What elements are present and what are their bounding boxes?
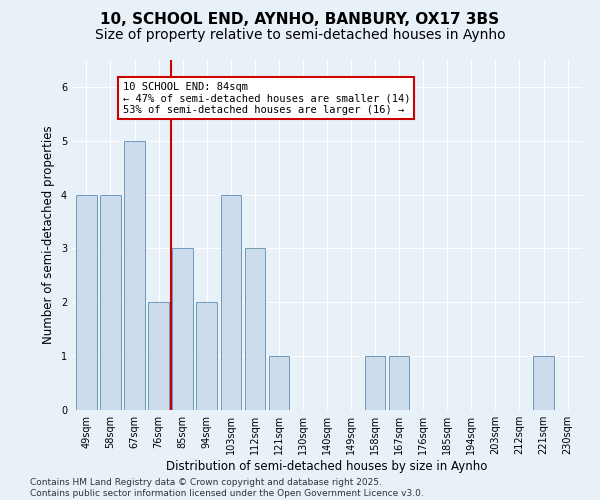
Bar [221, 194, 241, 410]
Bar [245, 248, 265, 410]
Text: Size of property relative to semi-detached houses in Aynho: Size of property relative to semi-detach… [95, 28, 505, 42]
Text: Contains HM Land Registry data © Crown copyright and database right 2025.
Contai: Contains HM Land Registry data © Crown c… [30, 478, 424, 498]
Bar [100, 194, 121, 410]
Bar [389, 356, 409, 410]
Text: 10 SCHOOL END: 84sqm
← 47% of semi-detached houses are smaller (14)
53% of semi-: 10 SCHOOL END: 84sqm ← 47% of semi-detac… [122, 82, 410, 114]
Bar [124, 141, 145, 410]
Bar [533, 356, 554, 410]
Bar [172, 248, 193, 410]
Bar [196, 302, 217, 410]
Bar [148, 302, 169, 410]
Bar [269, 356, 289, 410]
Y-axis label: Number of semi-detached properties: Number of semi-detached properties [43, 126, 55, 344]
Text: 10, SCHOOL END, AYNHO, BANBURY, OX17 3BS: 10, SCHOOL END, AYNHO, BANBURY, OX17 3BS [100, 12, 500, 28]
X-axis label: Distribution of semi-detached houses by size in Aynho: Distribution of semi-detached houses by … [166, 460, 488, 473]
Bar [365, 356, 385, 410]
Bar [76, 194, 97, 410]
